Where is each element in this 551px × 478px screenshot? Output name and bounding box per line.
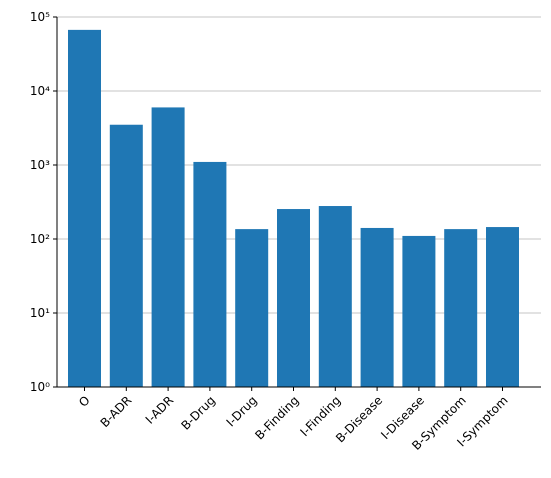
x-tick-label: B-Drug	[178, 393, 218, 433]
x-tick-label: I-ADR	[143, 393, 177, 427]
x-tick-label: B-Finding	[252, 393, 301, 442]
bar	[193, 161, 227, 387]
bar-layer	[68, 29, 519, 388]
y-tick-label: 10⁰	[30, 380, 50, 394]
x-tick-label: I-Drug	[224, 393, 260, 429]
y-tick-label: 10⁴	[30, 84, 50, 98]
bar	[109, 124, 143, 388]
bar	[486, 227, 519, 387]
bar	[318, 206, 352, 387]
label-layer: 10⁰ 10¹ 10² 10³ 10⁴ 10⁵ O B-ADR I-ADR B-Drug I-Dru…	[30, 10, 511, 453]
y-tick-label: 10¹	[30, 306, 50, 320]
bar	[277, 209, 310, 387]
bar	[402, 235, 436, 387]
x-tick-label: O	[76, 393, 93, 410]
bar	[444, 229, 478, 387]
bar	[235, 229, 269, 387]
y-tick-label: 10²	[30, 232, 50, 246]
x-tick-label: B-ADR	[98, 393, 135, 430]
bar	[151, 107, 185, 387]
y-tick-label: 10⁵	[30, 10, 50, 24]
y-tick-label: 10³	[30, 158, 50, 172]
bar	[360, 227, 394, 387]
bar	[68, 29, 101, 388]
